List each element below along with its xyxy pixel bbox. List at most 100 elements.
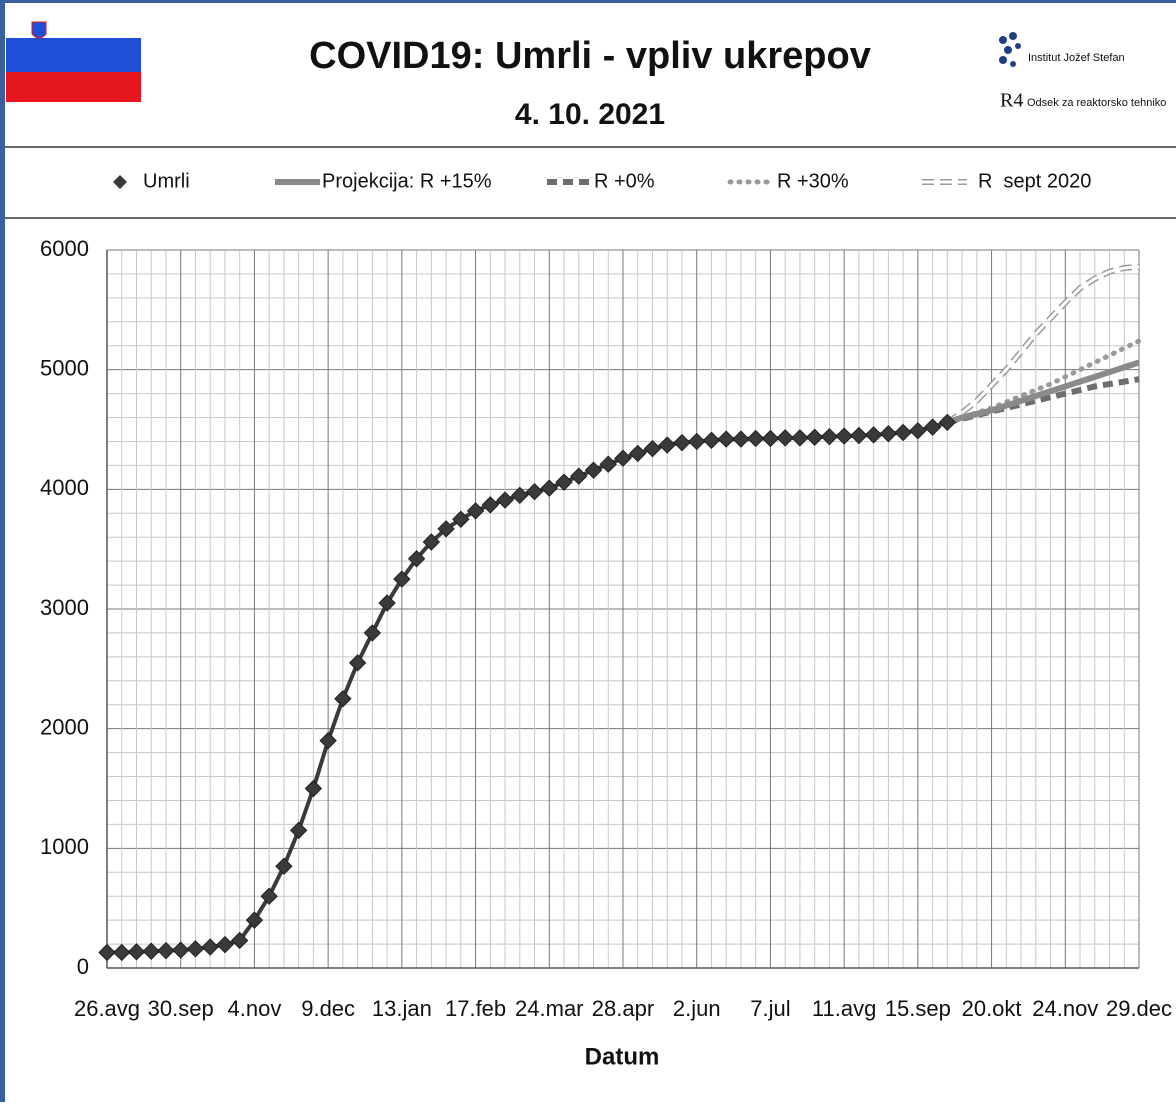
y-tick-label: 2000 (40, 714, 89, 739)
data-point (216, 935, 234, 954)
data-point (437, 520, 455, 538)
x-tick-label: 4.nov (228, 996, 282, 1021)
data-point (275, 857, 293, 875)
x-tick-label: 11.avg (812, 996, 876, 1021)
data-point (673, 433, 691, 452)
data-point (319, 731, 337, 750)
legend-label: Projekcija: R +15% (322, 170, 492, 192)
grid (106, 249, 1140, 969)
logo-text: Odsek za reaktorsko tehniko (1027, 97, 1166, 109)
data-point (805, 428, 824, 446)
x-tick-label: 28.apr (592, 996, 654, 1021)
x-tick-label: 9.dec (301, 996, 355, 1021)
data-point (643, 439, 662, 458)
data-point (422, 533, 441, 551)
data-point (260, 887, 278, 905)
data-point (688, 432, 706, 451)
data-point (157, 941, 175, 960)
data-point (348, 654, 367, 672)
data-point (452, 510, 470, 528)
data-point (127, 943, 146, 961)
data-point (555, 473, 573, 491)
data-point (850, 426, 868, 445)
series-line (946, 359, 1140, 426)
x-tick-label: 24.mar (515, 996, 583, 1021)
logo-mark: R4 (1000, 90, 1023, 112)
y-tick-label: 3000 (40, 595, 89, 620)
x-tick-label: 17.feb (445, 996, 506, 1021)
chart-subtitle: 4. 10. 2021 (515, 98, 665, 131)
legend-swatch (113, 175, 127, 189)
y-tick-label: 5000 (40, 355, 89, 380)
x-tick-label: 7.jul (750, 996, 790, 1021)
data-point (363, 624, 382, 642)
data-point (230, 931, 249, 950)
x-tick-label: 13.jan (372, 996, 432, 1021)
data-point (864, 426, 883, 444)
x-tick-label: 2.jun (673, 996, 721, 1021)
data-point (614, 449, 632, 467)
data-point (570, 467, 588, 485)
data-point (186, 940, 205, 958)
data-point (393, 570, 411, 588)
y-tick-label: 0 (77, 954, 89, 979)
data-point (525, 483, 544, 501)
x-tick-label: 15.sep (885, 996, 951, 1021)
data-point (540, 479, 558, 497)
logo (999, 32, 1021, 67)
x-tick-label: 20.okt (962, 996, 1022, 1021)
x-tick-label: 24.nov (1032, 996, 1098, 1021)
legend-label: R sept 2020 (978, 170, 1091, 192)
data-point (289, 821, 308, 840)
data-point (481, 496, 500, 514)
y-tick-label: 6000 (40, 236, 89, 261)
legend-label: R +0% (594, 170, 655, 192)
data-point (879, 424, 898, 443)
legend-label: R +30% (777, 170, 849, 192)
data-point (938, 413, 957, 432)
series-line-inner (946, 265, 1140, 424)
data-point (245, 911, 264, 929)
data-point (496, 491, 514, 509)
data-point (791, 429, 809, 447)
data-point (172, 941, 190, 959)
legend-label: Umrli (143, 170, 190, 192)
left-border (0, 0, 5, 1102)
data-point (378, 594, 396, 612)
data-point (835, 427, 853, 445)
data-point (658, 436, 676, 454)
y-tick-label: 1000 (40, 834, 89, 859)
data-point (304, 779, 323, 798)
data-point (466, 502, 485, 520)
data-point (776, 429, 794, 447)
chart-title: COVID19: Umrli - vpliv ukrepov (309, 35, 871, 77)
data-point (894, 423, 912, 442)
data-point (820, 427, 839, 446)
x-axis-label: Datum (585, 1043, 660, 1070)
flag (6, 18, 141, 102)
y-tick-label: 4000 (40, 475, 89, 500)
x-tick-label: 26.avg (74, 996, 140, 1021)
data-point (732, 430, 750, 448)
data-point (599, 455, 617, 473)
data-point (746, 429, 765, 448)
logo-text: Institut Jožef Stefan (1028, 52, 1125, 64)
data-point (334, 690, 352, 708)
data-point (98, 943, 116, 962)
data-point (511, 486, 529, 505)
plot (98, 263, 1142, 962)
data-point (407, 550, 426, 568)
data-point (113, 943, 131, 962)
x-tick-label: 29.dec (1106, 996, 1172, 1021)
top-border (0, 0, 1176, 3)
data-point (201, 938, 219, 956)
x-tick-label: 30.sep (148, 996, 214, 1021)
data-point (142, 942, 160, 960)
data-point (702, 431, 721, 449)
data-point (923, 418, 942, 436)
data-point (909, 421, 927, 440)
data-point (717, 430, 735, 448)
data-point (629, 444, 647, 463)
